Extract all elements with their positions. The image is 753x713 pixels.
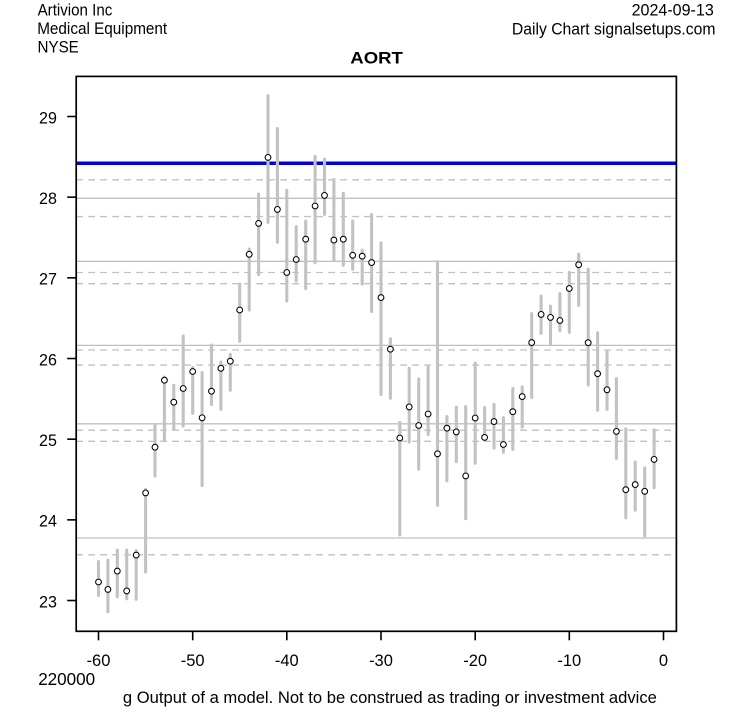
svg-text:AORT: AORT	[350, 49, 403, 67]
svg-text:-10: -10	[557, 652, 581, 670]
svg-text:23: 23	[39, 593, 57, 611]
svg-text:26: 26	[39, 351, 57, 369]
svg-text:Artivion Inc: Artivion Inc	[38, 2, 113, 20]
svg-text:0: 0	[659, 652, 668, 670]
svg-text:-20: -20	[463, 652, 487, 670]
svg-text:25: 25	[39, 432, 57, 450]
svg-text:g Output of a model. Not to be: g Output of a model. Not to be construed…	[123, 689, 657, 707]
svg-text:Medical Equipment: Medical Equipment	[37, 20, 167, 38]
svg-text:220000: 220000	[38, 669, 95, 689]
svg-text:NYSE: NYSE	[38, 39, 79, 57]
svg-text:29: 29	[39, 109, 57, 127]
svg-text:-50: -50	[181, 652, 205, 670]
svg-text:2024-09-13: 2024-09-13	[632, 2, 714, 20]
svg-text:-40: -40	[275, 652, 299, 670]
svg-text:Daily Chart signalsetups.com: Daily Chart signalsetups.com	[512, 21, 716, 39]
svg-text:24: 24	[39, 513, 57, 531]
svg-text:-60: -60	[87, 652, 111, 670]
svg-text:-30: -30	[369, 652, 393, 670]
svg-text:27: 27	[39, 271, 57, 289]
svg-text:28: 28	[39, 190, 57, 208]
